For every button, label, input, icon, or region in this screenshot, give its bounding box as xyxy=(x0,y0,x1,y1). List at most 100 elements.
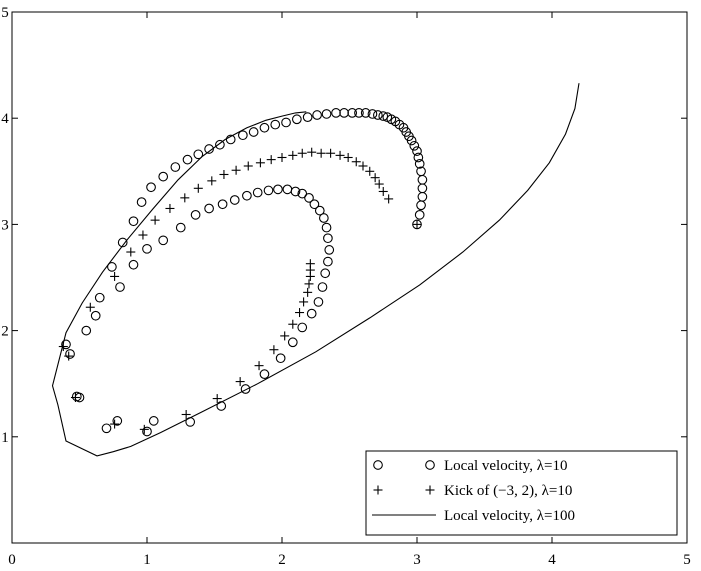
data-point-circle xyxy=(259,122,270,133)
data-point-circle xyxy=(225,134,236,145)
data-point-circle xyxy=(297,322,308,333)
data-point-plus xyxy=(326,148,336,158)
data-point-circle xyxy=(292,114,302,125)
data-point-circle xyxy=(158,235,169,246)
data-point-circle xyxy=(107,262,117,272)
data-point-circle xyxy=(297,188,308,199)
data-point-plus xyxy=(335,150,345,160)
legend-entry: Local velocity, λ=100 xyxy=(372,508,575,524)
data-point-plus xyxy=(180,193,190,203)
axis-tick-labels: 0 1 2 3 4 5 1 2 3 4 5 xyxy=(1,5,691,568)
data-point-plus xyxy=(207,176,217,186)
data-point-circle xyxy=(309,199,320,210)
y-tick-label: 1 xyxy=(1,430,9,446)
data-point-plus xyxy=(304,279,314,289)
series-line xyxy=(51,83,580,457)
data-point-circle xyxy=(216,401,227,411)
data-point-circle xyxy=(282,184,293,195)
data-point-circle xyxy=(142,426,152,437)
data-point-circle xyxy=(360,108,371,118)
legend-entry: Kick of (−3, 2), λ=10 xyxy=(373,483,572,499)
data-point-plus xyxy=(255,158,265,168)
data-point-circle xyxy=(193,149,204,160)
data-point-circle xyxy=(313,297,324,307)
data-point-circle xyxy=(273,184,283,195)
data-point-circle xyxy=(324,245,335,255)
data-point-circle xyxy=(312,110,322,120)
legend-label: Local velocity, λ=100 xyxy=(444,508,575,524)
data-point-plus xyxy=(193,183,203,193)
data-point-circle xyxy=(314,205,325,216)
legend-box xyxy=(365,450,678,536)
x-tick-label: 1 xyxy=(143,552,151,568)
data-point-circle xyxy=(417,183,428,194)
data-point-circle xyxy=(215,139,225,150)
series-1 xyxy=(61,108,428,437)
data-point-plus xyxy=(343,152,353,162)
data-point-circle xyxy=(117,237,128,248)
series-layer xyxy=(51,83,580,457)
data-point-circle xyxy=(190,209,201,220)
data-point-circle xyxy=(287,337,298,348)
legend-marker-circle xyxy=(425,460,435,470)
data-point-circle xyxy=(204,203,214,214)
data-point-circle xyxy=(248,127,259,137)
data-point-plus xyxy=(295,308,305,318)
x-tick-label: 3 xyxy=(413,552,421,568)
data-point-circle xyxy=(275,353,286,364)
data-point-circle xyxy=(417,191,428,202)
data-point-circle xyxy=(175,222,186,233)
data-point-plus xyxy=(307,147,317,157)
y-tick-label: 4 xyxy=(1,111,9,127)
legend: Local velocity, λ=10 Kick of (−3, 2), λ=1… xyxy=(365,450,678,536)
data-point-plus xyxy=(365,166,375,176)
data-point-circle xyxy=(90,310,101,321)
data-point-plus xyxy=(110,271,120,281)
data-point-plus xyxy=(139,424,149,434)
data-point-plus xyxy=(70,393,80,403)
x-tick-label: 2 xyxy=(278,552,286,568)
data-point-circle xyxy=(238,130,248,141)
x-tick-label: 5 xyxy=(683,552,691,568)
x-tick-label: 0 xyxy=(8,552,16,568)
data-point-circle xyxy=(414,209,425,220)
data-point-plus xyxy=(384,194,394,204)
data-point-circle xyxy=(148,416,159,426)
data-point-circle xyxy=(136,197,147,207)
data-point-circle xyxy=(339,108,349,118)
legend-marker-plus xyxy=(425,485,435,495)
data-point-circle xyxy=(412,146,422,156)
x-tick-label: 4 xyxy=(548,552,556,568)
data-point-plus xyxy=(305,259,315,269)
data-point-circle xyxy=(416,200,426,211)
data-point-circle xyxy=(373,110,383,120)
data-point-circle xyxy=(146,182,156,193)
data-point-plus xyxy=(269,345,279,355)
data-point-circle xyxy=(263,185,274,196)
data-point-circle xyxy=(306,308,317,319)
data-point-plus xyxy=(254,361,264,371)
data-point-circle xyxy=(170,162,181,172)
data-point-circle xyxy=(354,108,364,118)
data-point-circle xyxy=(128,259,139,270)
data-point-plus xyxy=(165,203,175,213)
data-point-plus xyxy=(351,157,361,167)
data-point-circle xyxy=(270,119,281,130)
data-point-circle xyxy=(317,282,328,292)
data-point-circle xyxy=(242,190,252,201)
data-point-circle xyxy=(158,171,169,182)
data-point-circle xyxy=(321,222,332,233)
data-point-circle xyxy=(413,152,424,163)
legend-entry: Local velocity, λ=10 xyxy=(373,458,567,474)
data-point-plus xyxy=(126,247,136,257)
series-3 xyxy=(51,83,580,457)
data-point-circle xyxy=(320,268,331,279)
data-point-plus xyxy=(299,297,309,307)
legend-label: Kick of (−3, 2), λ=10 xyxy=(444,483,572,499)
data-point-plus xyxy=(85,302,95,312)
axis-ticks xyxy=(11,11,688,544)
data-point-circle xyxy=(302,112,313,122)
data-point-circle xyxy=(65,349,75,359)
data-point-circle xyxy=(61,339,71,350)
data-point-circle xyxy=(281,117,291,128)
